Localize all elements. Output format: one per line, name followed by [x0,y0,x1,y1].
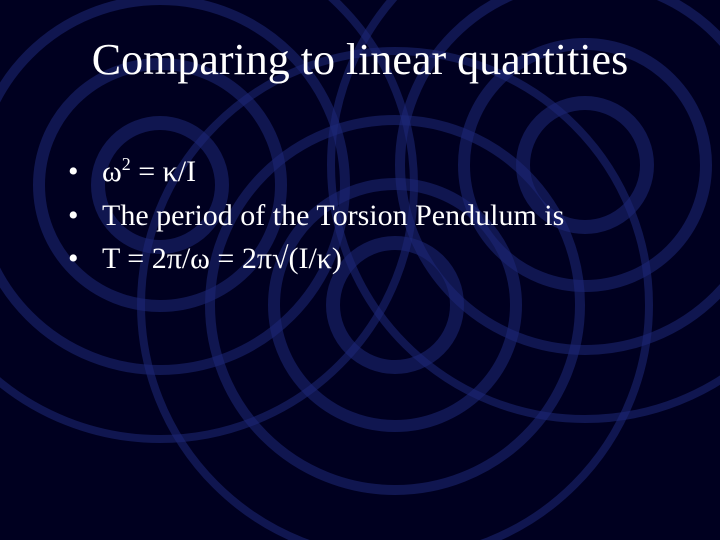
bullet-list: ω2 = κ/I The period of the Torsion Pendu… [68,150,670,281]
slide-body: ω2 = κ/I The period of the Torsion Pendu… [68,150,670,281]
slide: Comparing to linear quantities ω2 = κ/I … [0,0,720,540]
bullet-item: T = 2π/ω = 2π√(I/κ) [68,237,670,281]
slide-title: Comparing to linear quantities [0,34,720,85]
bullet-text: The period of the Torsion Pendulum is [102,199,564,232]
bullet-item: The period of the Torsion Pendulum is [68,194,670,238]
bullet-item: ω2 = κ/I [68,150,670,194]
ripple-ring [137,47,653,540]
bullet-text: ω2 = κ/I [102,155,196,188]
bullet-text: T = 2π/ω = 2π√(I/κ) [102,242,342,275]
